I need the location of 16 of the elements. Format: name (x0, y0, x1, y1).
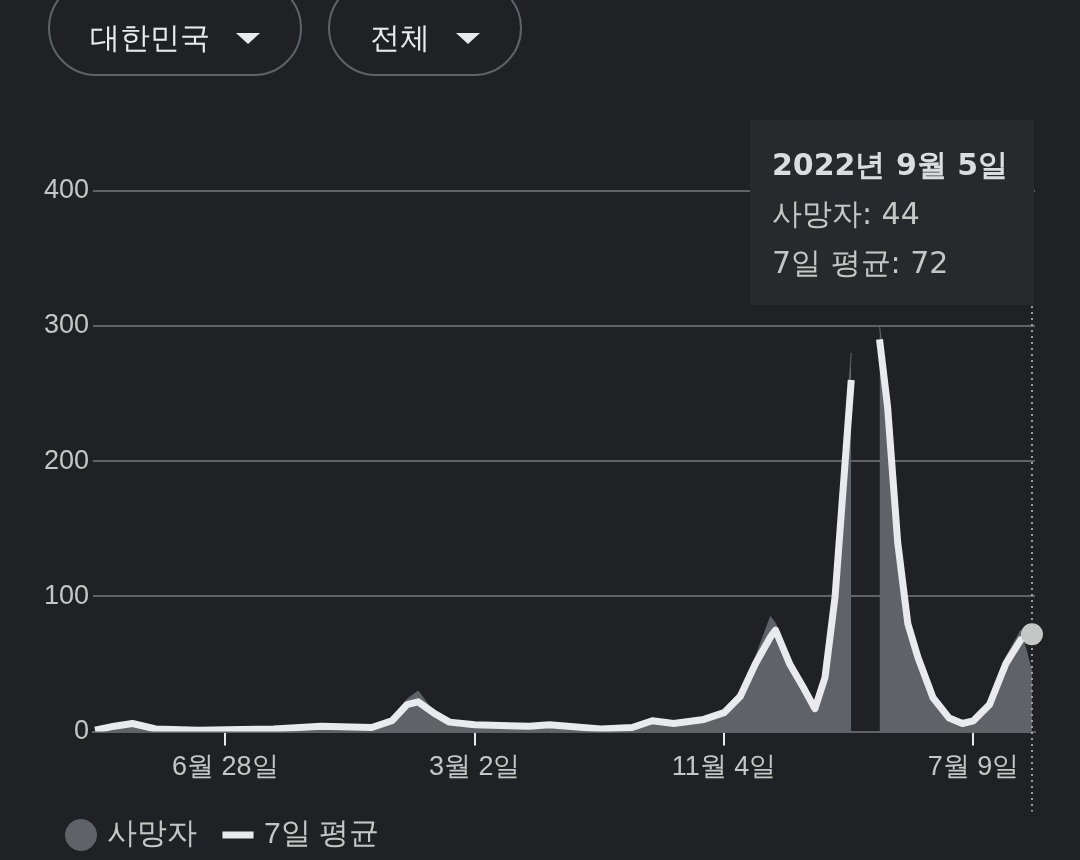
x-tick-label: 3월 2일 (428, 751, 521, 782)
annotation: 7일 평균: 72 (771, 245, 949, 280)
x-tick-label: 7월 9일 (927, 751, 1020, 782)
annotation: 사망자: 44 (771, 196, 920, 231)
y-tick-label: 0 (74, 715, 90, 746)
x-tick-label: 6월 28일 (172, 751, 279, 782)
y-tick-label: 200 (43, 444, 90, 475)
legend-label: 7일 평균 (264, 816, 380, 850)
y-tick-label: 300 (43, 309, 90, 340)
x-tick-label: 11월 4일 (671, 751, 777, 782)
legend-label: 사망자 (107, 816, 197, 850)
annotation: 2022년 9월 5일 (771, 147, 1009, 182)
y-tick-label: 400 (43, 174, 90, 205)
text: 대한민국 (90, 18, 210, 57)
text: 전체 (370, 18, 430, 57)
y-tick-label: 100 (43, 579, 90, 610)
